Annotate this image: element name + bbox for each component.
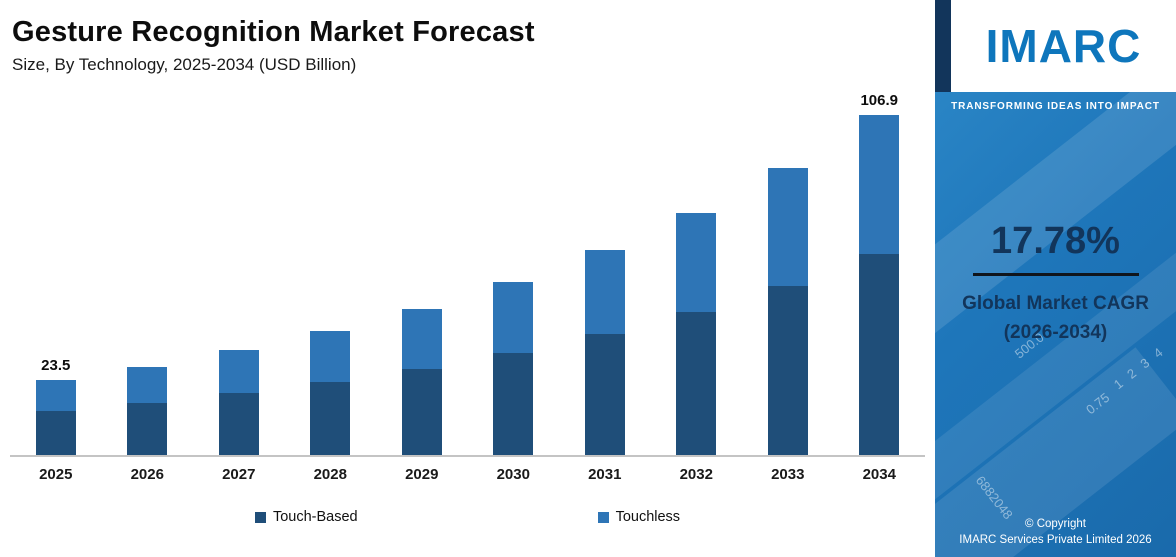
bar-group-2025: 23.5 — [10, 357, 102, 455]
logo-bar-icon — [935, 0, 951, 92]
x-axis-label-2034: 2034 — [862, 466, 896, 483]
bar-2027 — [218, 350, 259, 455]
chart-header: Gesture Recognition Market Forecast Size… — [0, 16, 935, 75]
legend-item-touchless: Touchless — [597, 509, 681, 525]
plot-area: 23.5 106.9 — [10, 92, 925, 457]
bar-data-label-2025: 23.5 — [41, 357, 71, 375]
bar-2033 — [767, 168, 808, 455]
bar-segment-touchless-2025 — [35, 380, 76, 411]
bar-segment-touch-based-2031 — [584, 334, 625, 455]
x-axis-label-2026: 2026 — [130, 466, 164, 483]
bar-segment-touch-based-2032 — [676, 311, 717, 455]
bar-group-2029 — [376, 286, 468, 455]
bar-2032 — [676, 212, 717, 455]
bar-2028 — [310, 331, 351, 455]
cagr-label: Global Market CAGR (2026-2034) — [935, 290, 1176, 347]
logo-text: IMARC — [985, 20, 1142, 72]
copyright-line1: © Copyright — [1025, 517, 1086, 530]
bar-segment-touchless-2029 — [401, 308, 442, 369]
legend-swatch-touchless — [597, 511, 609, 523]
bar-group-2026 — [102, 344, 194, 455]
chart-subtitle: Size, By Technology, 2025-2034 (USD Bill… — [12, 55, 357, 74]
bar-2031 — [584, 250, 625, 455]
legend-label-touch-based: Touch-Based — [272, 509, 358, 525]
x-axis-label-2030: 2030 — [496, 466, 530, 483]
bar-2029 — [401, 308, 442, 455]
bar-2030 — [493, 281, 534, 455]
bar-group-2032 — [651, 190, 743, 455]
legend-label-touchless: Touchless — [615, 509, 681, 525]
x-axis: 2025 2026 2027 2028 2029 2030 2031 2032 2033 2034 — [10, 457, 925, 483]
cagr-label-line2: (2026-2034) — [1003, 321, 1108, 343]
bar-segment-touchless-2026 — [127, 366, 168, 403]
legend: Touch-Based Touchless — [0, 509, 935, 525]
x-axis-label-2029: 2029 — [405, 466, 439, 483]
chart-title: Gesture Recognition Market Forecast — [12, 16, 535, 48]
bar-segment-touch-based-2027 — [218, 393, 259, 455]
bar-2025 — [35, 380, 76, 455]
bar-segment-touchless-2027 — [218, 350, 259, 394]
cagr-block: 17.78% Global Market CAGR (2026-2034) — [935, 220, 1176, 347]
bar-group-2031 — [559, 227, 651, 455]
x-axis-label-2033: 2033 — [771, 466, 805, 483]
bar-segment-touch-based-2026 — [127, 402, 168, 455]
bar-data-label-2034: 106.9 — [860, 91, 899, 109]
bar-group-2034: 106.9 — [834, 92, 926, 455]
bar-segment-touchless-2030 — [493, 281, 534, 353]
x-axis-label-2031: 2031 — [588, 466, 622, 483]
bar-segment-touchless-2032 — [676, 212, 717, 312]
bar-segment-touch-based-2028 — [310, 381, 351, 455]
sidebar: 500.0 1 2 3 4 6882048 0.75 IMARC TRANSFO… — [935, 0, 1176, 557]
cagr-label-line1: Global Market CAGR — [962, 293, 1149, 314]
cagr-value: 17.78% — [991, 220, 1120, 262]
imarc-logo: IMARC — [935, 0, 1176, 92]
copyright-line2: IMARC Services Private Limited 2026 — [959, 534, 1152, 547]
bar-group-2028 — [285, 308, 377, 455]
legend-swatch-touch-based — [254, 511, 266, 523]
bar-segment-touchless-2031 — [584, 250, 625, 335]
x-axis-label-2027: 2027 — [222, 466, 256, 483]
x-axis-label-2025: 2025 — [39, 466, 73, 483]
bar-2034 — [859, 114, 900, 455]
cagr-divider — [972, 273, 1139, 276]
bar-segment-touch-based-2025 — [35, 410, 76, 455]
chart-panel: Gesture Recognition Market Forecast Size… — [0, 16, 935, 525]
bar-2026 — [127, 366, 168, 455]
logo-tagline: TRANSFORMING IDEAS INTO IMPACT — [951, 101, 1160, 112]
copyright: © Copyright IMARC Services Private Limit… — [935, 516, 1176, 549]
bar-segment-touchless-2034 — [859, 114, 900, 255]
bar-segment-touch-based-2030 — [493, 352, 534, 455]
bar-group-2027 — [193, 327, 285, 455]
bar-segment-touch-based-2029 — [401, 368, 442, 455]
bar-segment-touchless-2033 — [767, 168, 808, 286]
x-axis-label-2028: 2028 — [313, 466, 347, 483]
bar-segment-touchless-2028 — [310, 331, 351, 382]
bar-group-2033 — [742, 145, 834, 455]
bar-segment-touch-based-2033 — [767, 285, 808, 455]
x-axis-label-2032: 2032 — [679, 466, 713, 483]
bar-segment-touch-based-2034 — [859, 254, 900, 455]
legend-item-touch-based: Touch-Based — [254, 509, 358, 525]
bar-group-2030 — [468, 259, 560, 455]
